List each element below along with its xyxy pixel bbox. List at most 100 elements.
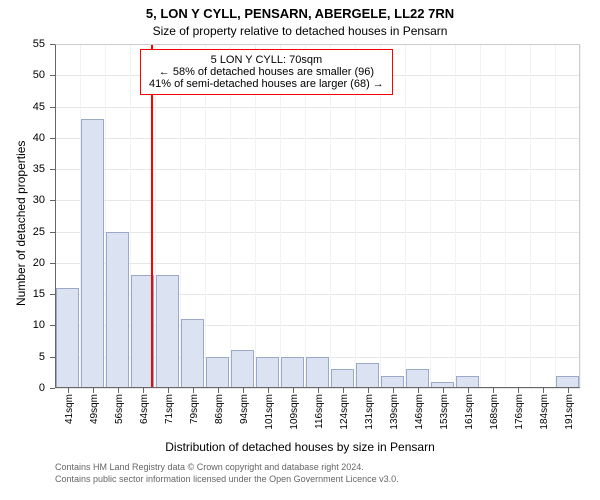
x-tick-label: 139sqm [389, 394, 400, 430]
gridline-vertical [305, 44, 306, 388]
gridline-vertical [355, 44, 356, 388]
x-tick-label: 49sqm [89, 394, 100, 424]
y-tick-label: 25 [33, 226, 55, 238]
gridline-vertical [330, 44, 331, 388]
y-tick-label: 10 [33, 319, 55, 331]
x-tick-label: 41sqm [64, 394, 75, 424]
gridline-horizontal [55, 232, 580, 233]
plot-area: 051015202530354045505541sqm49sqm56sqm64s… [55, 44, 580, 388]
x-tick-mark [568, 388, 569, 393]
gridline-horizontal [55, 169, 580, 170]
gridline-horizontal [55, 44, 580, 45]
y-axis-label: Number of detached properties [14, 141, 28, 306]
x-tick-label: 116sqm [314, 394, 325, 429]
gridline-vertical [280, 44, 281, 388]
x-tick-label: 191sqm [564, 394, 575, 430]
x-axis-label: Distribution of detached houses by size … [0, 440, 600, 454]
x-tick-mark [493, 388, 494, 393]
x-tick-label: 86sqm [214, 394, 225, 424]
x-tick-label: 79sqm [189, 394, 200, 424]
marker-line [151, 44, 153, 388]
chart-subtitle: Size of property relative to detached ho… [0, 24, 600, 38]
x-tick-mark [343, 388, 344, 393]
bar [56, 288, 79, 388]
bar [206, 357, 229, 388]
gridline-horizontal [55, 138, 580, 139]
bar [356, 363, 379, 388]
gridline-vertical [505, 44, 506, 388]
y-tick-label: 45 [33, 101, 55, 113]
x-tick-mark [368, 388, 369, 393]
annotation-box: 5 LON Y CYLL: 70sqm← 58% of detached hou… [140, 49, 393, 95]
x-tick-label: 109sqm [289, 394, 300, 430]
x-tick-mark [143, 388, 144, 393]
x-tick-label: 64sqm [139, 394, 150, 424]
x-tick-label: 176sqm [514, 394, 525, 430]
bar [81, 119, 104, 388]
x-tick-mark [393, 388, 394, 393]
x-tick-mark [218, 388, 219, 393]
y-tick-label: 15 [33, 288, 55, 300]
x-tick-mark [93, 388, 94, 393]
x-tick-mark [293, 388, 294, 393]
attribution-line: Contains public sector information licen… [55, 474, 399, 486]
x-tick-mark [518, 388, 519, 393]
gridline-vertical [230, 44, 231, 388]
annotation-line: 5 LON Y CYLL: 70sqm [149, 54, 384, 66]
y-tick-label: 55 [33, 38, 55, 50]
gridline-vertical [255, 44, 256, 388]
x-tick-label: 153sqm [439, 394, 450, 430]
gridline-vertical [480, 44, 481, 388]
x-tick-label: 94sqm [239, 394, 250, 424]
x-tick-label: 146sqm [414, 394, 425, 430]
y-tick-label: 20 [33, 257, 55, 269]
bar [381, 376, 404, 389]
annotation-line: 41% of semi-detached houses are larger (… [149, 78, 384, 90]
x-tick-label: 124sqm [339, 394, 350, 430]
y-tick-label: 50 [33, 69, 55, 81]
y-tick-label: 30 [33, 194, 55, 206]
x-tick-mark [443, 388, 444, 393]
bar [406, 369, 429, 388]
gridline-horizontal [55, 107, 580, 108]
x-tick-mark [168, 388, 169, 393]
x-tick-mark [268, 388, 269, 393]
attribution-line: Contains HM Land Registry data © Crown c… [55, 462, 399, 474]
bar [331, 369, 354, 388]
bar [556, 376, 579, 389]
x-tick-label: 168sqm [489, 394, 500, 430]
bar [231, 350, 254, 388]
y-tick-label: 40 [33, 132, 55, 144]
gridline-vertical [455, 44, 456, 388]
x-tick-mark [118, 388, 119, 393]
bar [456, 376, 479, 389]
x-tick-label: 56sqm [114, 394, 125, 424]
x-tick-mark [318, 388, 319, 393]
annotation-line: ← 58% of detached houses are smaller (96… [149, 66, 384, 78]
x-tick-mark [243, 388, 244, 393]
gridline-horizontal [55, 263, 580, 264]
x-tick-mark [543, 388, 544, 393]
y-tick-label: 35 [33, 163, 55, 175]
x-tick-label: 131sqm [364, 394, 375, 430]
bar [281, 357, 304, 388]
gridline-vertical [555, 44, 556, 388]
x-tick-label: 161sqm [464, 394, 475, 430]
x-tick-label: 184sqm [539, 394, 550, 430]
bar [306, 357, 329, 388]
gridline-vertical [380, 44, 381, 388]
gridline-vertical [430, 44, 431, 388]
gridline-vertical [530, 44, 531, 388]
gridline-vertical [405, 44, 406, 388]
bar [181, 319, 204, 388]
attribution: Contains HM Land Registry data © Crown c… [55, 462, 399, 485]
bar [156, 275, 179, 388]
y-tick-label: 5 [39, 351, 55, 363]
gridline-vertical [205, 44, 206, 388]
bar [256, 357, 279, 388]
gridline-vertical [580, 44, 581, 388]
x-tick-mark [468, 388, 469, 393]
x-tick-mark [68, 388, 69, 393]
x-tick-mark [193, 388, 194, 393]
chart-title: 5, LON Y CYLL, PENSARN, ABERGELE, LL22 7… [0, 6, 600, 21]
